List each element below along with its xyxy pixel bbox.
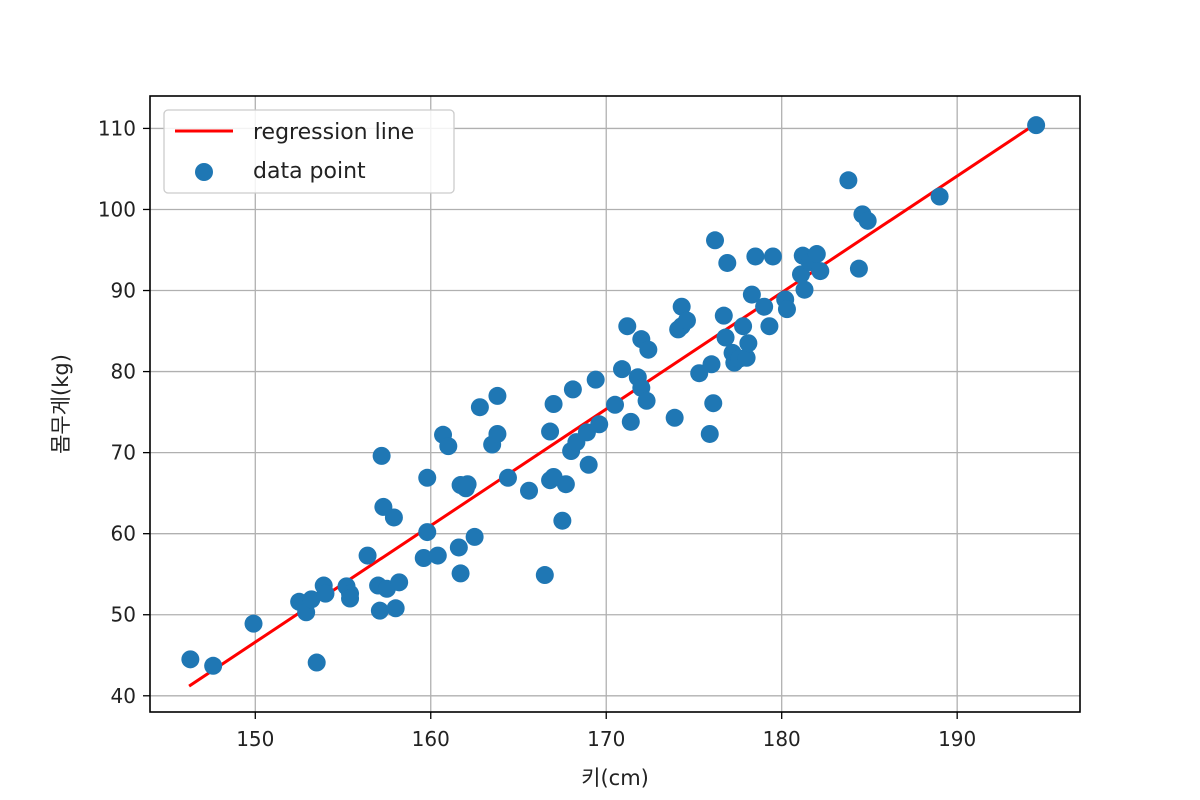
data-point	[414, 549, 433, 567]
data-point	[316, 584, 335, 603]
y-tick-label: 70	[111, 441, 136, 465]
x-tick-label: 160	[412, 727, 450, 751]
data-point	[716, 328, 735, 347]
data-point	[341, 589, 360, 608]
data-point	[737, 348, 756, 367]
data-point	[706, 231, 725, 250]
data-point	[451, 564, 470, 583]
data-point	[811, 262, 830, 281]
data-point	[714, 306, 733, 325]
data-point	[586, 370, 605, 389]
data-point	[520, 481, 539, 500]
data-point	[358, 546, 377, 565]
data-point	[760, 317, 779, 336]
legend-point-swatch	[195, 163, 213, 181]
y-axis-label: 몸무게(kg)	[49, 354, 73, 454]
data-point	[621, 412, 640, 431]
data-point	[606, 395, 624, 414]
data-point	[579, 455, 598, 474]
data-point	[553, 511, 572, 530]
legend-label-data: data point	[253, 159, 366, 184]
x-tick-label: 150	[236, 727, 274, 751]
data-point	[384, 508, 403, 527]
data-point	[677, 311, 696, 330]
x-axis-label: 키(cm)	[581, 766, 649, 790]
y-tick-label: 110	[98, 116, 136, 140]
data-point	[795, 280, 814, 299]
data-point	[488, 424, 507, 443]
data-point	[590, 415, 609, 434]
data-point	[1027, 116, 1046, 135]
plot-frame	[149, 95, 1081, 713]
data-point	[535, 566, 554, 585]
data-point	[204, 656, 223, 675]
y-tick-label: 100	[98, 197, 136, 221]
y-tick-label: 50	[111, 603, 136, 627]
data-point	[639, 340, 658, 359]
data-point	[839, 171, 858, 190]
data-point	[465, 527, 484, 546]
data-point	[777, 300, 796, 319]
data-point	[386, 599, 405, 618]
data-point	[755, 297, 774, 316]
legend: regression line data point	[163, 109, 455, 194]
data-point	[372, 446, 391, 465]
data-point	[702, 355, 721, 374]
data-point	[637, 391, 656, 410]
data-point	[930, 187, 949, 206]
data-point	[307, 653, 326, 672]
data-point	[807, 245, 826, 264]
x-tick-label: 180	[763, 727, 801, 751]
x-tick-label: 170	[587, 727, 625, 751]
data-point	[541, 422, 560, 441]
legend-label-regression: regression line	[253, 120, 414, 145]
data-point	[498, 468, 517, 487]
data-point	[700, 424, 719, 443]
data-point	[742, 285, 761, 304]
data-point	[439, 437, 458, 456]
data-point	[613, 360, 632, 379]
data-point	[556, 475, 575, 494]
data-point	[739, 334, 758, 353]
axis-ticks: 150 160 170 180 190 40 50 60 70 80 90 100 110	[98, 116, 976, 751]
data-point	[418, 523, 437, 542]
data-points	[181, 116, 1046, 675]
data-point	[488, 386, 507, 405]
data-point	[665, 408, 684, 427]
data-point	[563, 380, 582, 399]
data-point	[470, 398, 489, 417]
y-tick-label: 40	[111, 684, 136, 708]
data-point	[370, 601, 389, 620]
y-tick-label: 60	[111, 522, 136, 546]
y-tick-label: 80	[111, 360, 136, 384]
data-point	[302, 590, 321, 609]
data-point	[718, 253, 737, 272]
data-point	[734, 317, 753, 336]
data-point	[418, 468, 437, 487]
data-point	[428, 546, 447, 565]
data-point	[181, 650, 200, 669]
data-point	[449, 538, 468, 557]
legend-box	[163, 109, 455, 194]
data-point	[544, 395, 563, 413]
data-point	[672, 297, 691, 316]
x-tick-label: 190	[938, 727, 976, 751]
data-point	[704, 394, 723, 413]
y-tick-label: 90	[111, 279, 136, 303]
data-point	[849, 259, 868, 278]
data-point	[458, 475, 477, 494]
data-point	[763, 247, 782, 266]
data-point	[746, 247, 765, 266]
data-point	[858, 211, 877, 230]
data-point	[618, 317, 637, 336]
data-point	[390, 573, 409, 592]
data-point	[244, 614, 263, 633]
